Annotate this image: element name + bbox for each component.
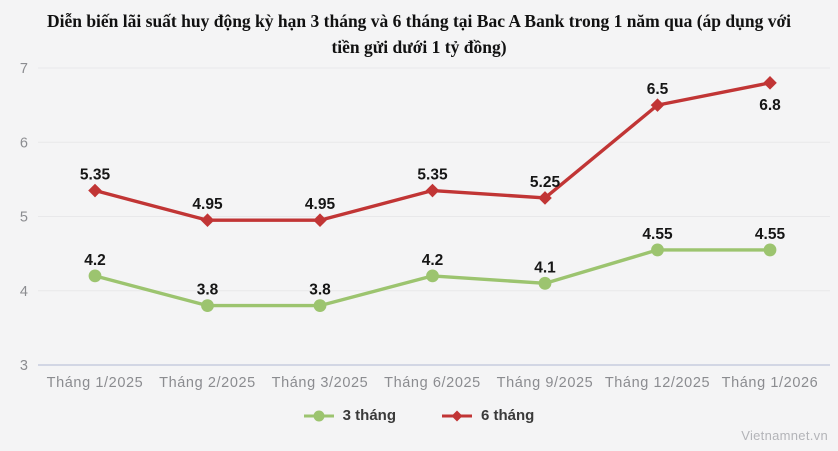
data-point-label: 4.1 bbox=[534, 259, 556, 276]
chart-legend: 3 tháng 6 tháng bbox=[0, 407, 838, 424]
data-point-marker bbox=[763, 76, 777, 90]
data-point-label: 4.2 bbox=[84, 252, 106, 269]
data-point-label: 5.35 bbox=[417, 167, 448, 184]
legend-item-3-thang[interactable]: 3 tháng bbox=[303, 407, 396, 424]
data-point-label: 6.5 bbox=[647, 81, 669, 98]
data-point-marker bbox=[425, 183, 440, 198]
data-point-label: 6.8 bbox=[759, 97, 781, 114]
x-axis-label: Tháng 1/2025 bbox=[47, 375, 144, 391]
data-point-marker bbox=[538, 191, 552, 205]
x-axis-label: Tháng 12/2025 bbox=[605, 375, 710, 391]
y-tick-label: 7 bbox=[20, 61, 28, 77]
data-point-label: 4.2 bbox=[422, 252, 444, 269]
data-point-label: 4.55 bbox=[755, 226, 786, 243]
x-axis-label: Tháng 2/2025 bbox=[159, 375, 256, 391]
data-point-marker bbox=[650, 98, 665, 112]
data-point-label: 4.95 bbox=[192, 196, 223, 213]
data-point-marker bbox=[88, 269, 102, 283]
data-point-marker bbox=[538, 276, 552, 290]
y-tick-label: 3 bbox=[20, 358, 28, 374]
data-point-marker bbox=[763, 243, 777, 257]
data-point-marker bbox=[313, 213, 327, 228]
x-axis-label: Tháng 1/2026 bbox=[722, 375, 819, 391]
y-tick-label: 4 bbox=[20, 284, 28, 300]
circle-marker-icon bbox=[303, 410, 334, 421]
data-point-label: 3.8 bbox=[197, 282, 219, 299]
data-point-marker bbox=[88, 183, 102, 198]
y-tick-label: 5 bbox=[20, 210, 28, 226]
watermark-text: Vietnamnet.vn bbox=[741, 428, 828, 443]
data-point-marker bbox=[200, 213, 215, 228]
data-point-label: 3.8 bbox=[309, 282, 331, 299]
x-axis-label: Tháng 6/2025 bbox=[384, 375, 481, 391]
chart-title: Diễn biến lãi suất huy động kỳ hạn 3 thá… bbox=[46, 11, 792, 58]
x-axis-label: Tháng 3/2025 bbox=[272, 375, 369, 391]
data-point-marker bbox=[426, 269, 439, 283]
data-point-marker bbox=[313, 299, 327, 312]
data-point-label: 5.35 bbox=[80, 167, 111, 184]
data-point-label: 5.25 bbox=[530, 174, 561, 191]
legend-item-6-thang[interactable]: 6 tháng bbox=[442, 407, 534, 424]
x-axis-label: Tháng 9/2025 bbox=[497, 375, 594, 391]
diamond-marker-icon bbox=[442, 410, 472, 421]
data-point-marker bbox=[651, 243, 664, 257]
data-point-marker bbox=[201, 299, 214, 312]
y-tick-label: 6 bbox=[20, 135, 28, 151]
legend-label: 6 tháng bbox=[481, 407, 535, 424]
data-point-label: 4.55 bbox=[642, 226, 673, 243]
legend-label: 3 tháng bbox=[342, 407, 396, 424]
data-point-label: 4.95 bbox=[305, 196, 336, 213]
